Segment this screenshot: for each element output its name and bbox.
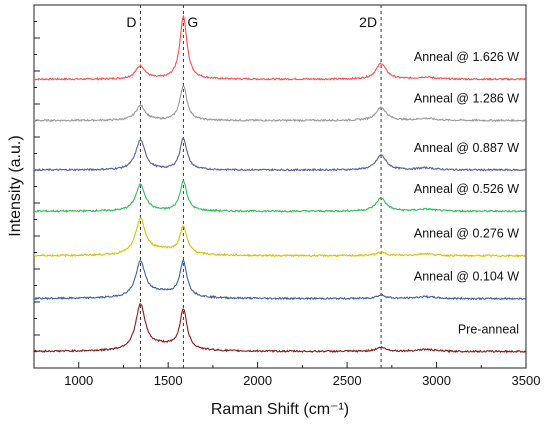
- x-tick-label-3000: 3000: [422, 373, 451, 388]
- series-line-6: [34, 303, 526, 354]
- x-tick-label-3500: 3500: [512, 373, 541, 388]
- y-axis-ticks: [34, 4, 40, 369]
- series-lines: [34, 14, 526, 354]
- peak-markers: D G 2D: [126, 5, 382, 368]
- series-label-5: Anneal @ 0.104 W: [414, 270, 519, 284]
- series-label-0: Anneal @ 1.626 W: [414, 50, 519, 64]
- series-line-1: [34, 85, 526, 123]
- series-line-5: [34, 259, 526, 301]
- peak-label-D: D: [126, 14, 136, 30]
- series-line-0: [34, 14, 526, 81]
- series-line-2: [34, 137, 526, 172]
- series-label-1: Anneal @ 1.286 W: [414, 91, 519, 105]
- x-axis-ticks: [33, 362, 527, 368]
- y-axis-title: Intensity (a.u.): [7, 135, 24, 236]
- peak-label-2D: 2D: [359, 14, 377, 30]
- x-tick-label-1000: 1000: [64, 373, 93, 388]
- series-labels: Anneal @ 1.626 W Anneal @ 1.286 W Anneal @…: [414, 50, 519, 336]
- series-label-6: Pre-anneal: [458, 322, 519, 336]
- series-line-4: [34, 217, 526, 258]
- x-tick-label-2500: 2500: [333, 373, 362, 388]
- x-tick-label-1500: 1500: [154, 373, 183, 388]
- series-label-2: Anneal @ 0.887 W: [414, 141, 519, 155]
- x-tick-label-2000: 2000: [243, 373, 272, 388]
- series-line-3: [34, 180, 526, 213]
- series-label-4: Anneal @ 0.276 W: [414, 227, 519, 241]
- x-axis-tick-labels: 1000 1500 2000 2500 3000 3500: [64, 373, 540, 388]
- series-label-3: Anneal @ 0.526 W: [414, 182, 519, 196]
- x-axis-title: Raman Shift (cm⁻¹): [211, 401, 349, 418]
- peak-label-G: G: [187, 14, 198, 30]
